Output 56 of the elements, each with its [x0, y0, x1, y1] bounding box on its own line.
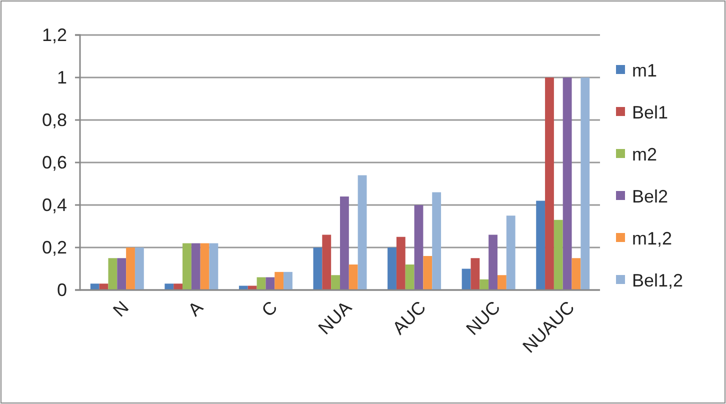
- bar: [340, 196, 349, 290]
- bar: [313, 248, 322, 290]
- bar: [331, 275, 340, 290]
- bar: [182, 243, 192, 290]
- bar: [480, 279, 489, 290]
- y-tick-label: 0,8: [42, 110, 67, 130]
- bar: [348, 264, 358, 290]
- bar: [572, 258, 581, 290]
- bar: [545, 78, 554, 290]
- y-tick-label: 0: [56, 280, 67, 300]
- bar: [126, 248, 135, 290]
- bar: [266, 277, 275, 290]
- legend-label: Bel1: [632, 102, 668, 122]
- legend-label: m2: [632, 144, 658, 164]
- bar: [134, 248, 144, 290]
- bar: [396, 236, 406, 290]
- bar: [488, 234, 498, 290]
- bar: [90, 284, 100, 290]
- legend-label: m1,2: [632, 228, 672, 248]
- bar: [405, 264, 414, 290]
- x-tick-label: C: [258, 297, 282, 321]
- bar: [117, 258, 126, 290]
- y-tick-label: 0,2: [42, 237, 67, 258]
- bar: [200, 243, 210, 290]
- bar: [470, 258, 480, 290]
- bar: [432, 192, 442, 290]
- x-tick-label: A: [184, 297, 207, 320]
- bar: [174, 284, 183, 290]
- y-tick-label: 1,2: [42, 24, 67, 45]
- y-tick-label: 0,6: [42, 152, 67, 172]
- legend-label: Bel2: [632, 186, 668, 206]
- bar: [322, 234, 332, 290]
- legend-label: Bel1,2: [632, 270, 684, 290]
- bar: [536, 200, 546, 290]
- bar: [358, 175, 367, 290]
- bar: [256, 277, 266, 290]
- bar: [423, 256, 432, 290]
- bar: [191, 243, 200, 290]
- bar: [462, 268, 471, 290]
- bar: [274, 272, 284, 290]
- legend-label: m1: [632, 60, 658, 80]
- bar: [497, 275, 506, 290]
- bar: [414, 205, 424, 290]
- bar: [388, 248, 396, 290]
- x-tick-label: N: [109, 297, 133, 321]
- bar: [562, 78, 572, 290]
- bar: [284, 272, 292, 290]
- y-tick-label: 0,4: [42, 194, 67, 215]
- bar: [580, 78, 590, 290]
- bar: [554, 220, 563, 290]
- bar: [164, 284, 174, 290]
- bar: [506, 216, 516, 290]
- bar: [209, 243, 218, 290]
- bar: [108, 258, 118, 290]
- bar: [99, 284, 108, 290]
- y-tick-label: 1: [56, 67, 67, 88]
